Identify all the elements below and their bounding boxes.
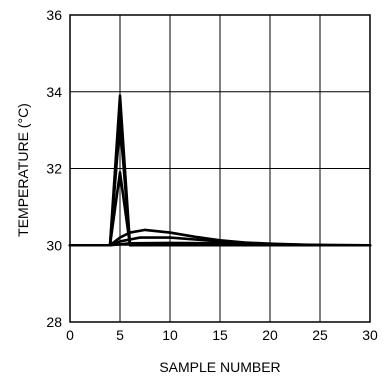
x-tick-labels: 0 5 10 15 20 25 30 (66, 327, 378, 343)
series-line-6 (68, 241, 372, 247)
x-tick-label: 5 (116, 327, 124, 343)
x-tick-label: 30 (362, 327, 378, 343)
plot-frame (69, 14, 371, 323)
y-tick-label: 32 (46, 161, 62, 177)
y-axis-label: TEMPERATURE (°C) (15, 103, 31, 237)
y-tick-label: 34 (46, 84, 62, 100)
series-group (68, 94, 372, 247)
x-tick-label: 0 (66, 327, 74, 343)
x-tick-label: 15 (212, 327, 228, 343)
x-tick-label: 20 (262, 327, 278, 343)
y-tick-label: 28 (46, 314, 62, 330)
x-axis-label: SAMPLE NUMBER (159, 359, 280, 375)
y-tick-label: 36 (46, 7, 62, 23)
x-tick-label: 25 (312, 327, 328, 343)
y-tick-labels: 28 30 32 34 36 (46, 7, 62, 330)
x-tick-label: 10 (162, 327, 178, 343)
y-tick-label: 30 (46, 237, 62, 253)
